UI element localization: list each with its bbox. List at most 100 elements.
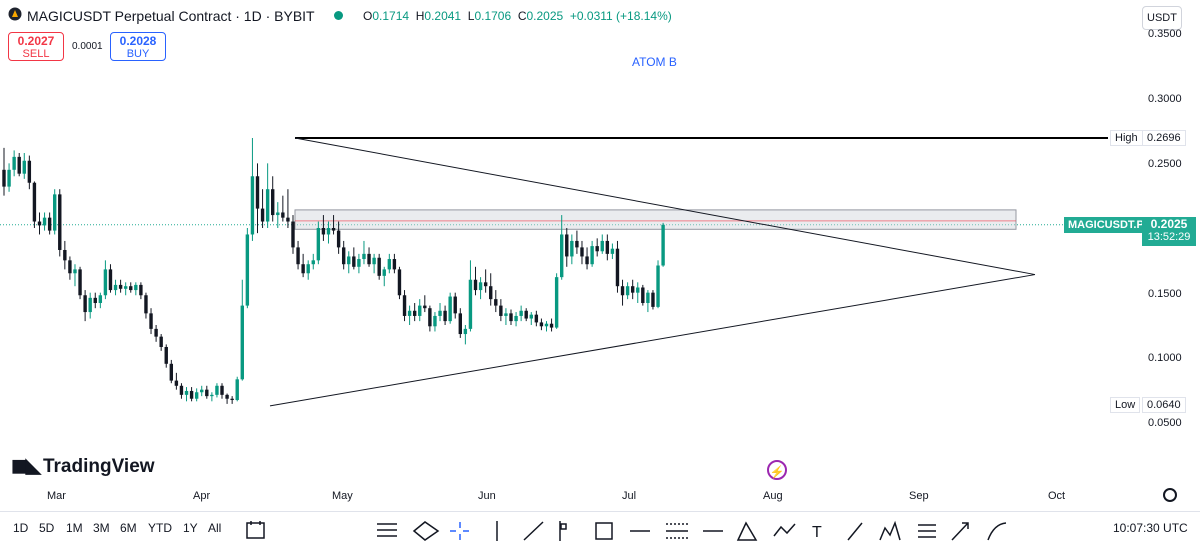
- candle: [53, 194, 57, 231]
- candle: [210, 394, 214, 397]
- candle: [174, 380, 179, 386]
- time-tick: Oct: [1048, 490, 1066, 502]
- candle: [367, 253, 371, 265]
- drawing-tools-bar[interactable]: T: [350, 518, 1090, 544]
- candle: [113, 284, 118, 291]
- candle: [245, 234, 250, 306]
- candle: [63, 249, 67, 261]
- candle: [139, 284, 143, 296]
- candle: [433, 315, 437, 327]
- candle: [271, 189, 275, 216]
- price-tick: 0.1500: [1148, 288, 1182, 300]
- candle: [423, 305, 427, 309]
- candle: [129, 286, 133, 291]
- candle: [281, 212, 285, 218]
- ohlc-legend: O0.1714 H0.2041 L0.1706 C0.2025 +0.0311 …: [363, 9, 672, 23]
- sell-button[interactable]: 0.2027 SELL: [8, 32, 64, 61]
- candle: [600, 240, 604, 252]
- candle: [387, 259, 392, 270]
- candle: [291, 221, 295, 248]
- range-6m[interactable]: 6M: [120, 521, 137, 535]
- candle: [88, 297, 92, 313]
- candle: [321, 228, 326, 235]
- chart-settings-icon[interactable]: [1163, 488, 1177, 502]
- spread-value: 0.0001: [72, 41, 103, 52]
- low-label: Low: [1110, 397, 1141, 413]
- time-tick: Apr: [193, 490, 211, 502]
- candle: [326, 228, 331, 235]
- triangle-lower-line: [269, 274, 1036, 407]
- buy-button[interactable]: 0.2028 BUY: [110, 32, 166, 61]
- candle: [331, 228, 336, 231]
- price-tick: 0.2500: [1148, 158, 1182, 170]
- candle: [37, 221, 42, 226]
- price-chart[interactable]: [0, 0, 1200, 510]
- candle: [412, 310, 417, 316]
- candle: [255, 176, 260, 209]
- candle: [260, 208, 265, 222]
- candle: [362, 253, 366, 260]
- last-price-tag: 0.2025 13:52:29: [1142, 217, 1196, 246]
- range-5d[interactable]: 5D: [39, 521, 55, 535]
- candle: [458, 313, 462, 335]
- candle: [478, 282, 483, 291]
- candle: [519, 310, 523, 316]
- candle: [200, 389, 204, 393]
- candle: [615, 248, 620, 287]
- candle: [118, 284, 123, 289]
- candle: [560, 234, 564, 278]
- currency-selector[interactable]: USDT: [1142, 6, 1182, 30]
- candle: [296, 247, 300, 265]
- candle: [301, 264, 305, 274]
- range-1m[interactable]: 1M: [66, 521, 83, 535]
- range-1d[interactable]: 1D: [13, 521, 29, 535]
- candle: [159, 336, 163, 347]
- candle: [73, 269, 77, 274]
- price-tick: 0.3000: [1148, 93, 1182, 105]
- range-all[interactable]: All: [208, 521, 222, 535]
- candle: [306, 264, 310, 274]
- candle: [352, 256, 356, 267]
- candle: [240, 305, 244, 380]
- tradingview-mark-icon: ◼◣: [11, 455, 41, 477]
- candle: [42, 217, 47, 226]
- high-value: 0.2696: [1142, 130, 1186, 146]
- candle: [372, 257, 376, 265]
- candle: [428, 308, 432, 327]
- lightning-event-icon[interactable]: ⚡: [767, 460, 787, 480]
- candle: [134, 284, 138, 291]
- candle: [590, 246, 594, 265]
- candle: [443, 310, 447, 322]
- candle: [544, 323, 549, 327]
- candle: [625, 286, 630, 296]
- time-tick: Jul: [622, 490, 637, 502]
- candle: [504, 313, 508, 316]
- candle: [646, 292, 650, 304]
- candle: [58, 194, 62, 250]
- range-1y[interactable]: 1Y: [183, 521, 198, 535]
- utc-clock[interactable]: 10:07:30 UTC: [1113, 521, 1188, 535]
- candle: [473, 279, 478, 291]
- candle: [565, 234, 569, 257]
- bybit-logo-icon: [8, 7, 22, 21]
- candle: [235, 379, 239, 401]
- tradingview-logo: ◼◣ TradingView: [11, 455, 155, 477]
- resistance-zone: [294, 209, 1017, 230]
- time-tick: Mar: [47, 490, 66, 502]
- chart-annotation[interactable]: ATOM B: [632, 55, 677, 69]
- candle: [311, 260, 315, 265]
- candle: [78, 269, 82, 296]
- candle: [189, 390, 194, 399]
- candle: [524, 310, 528, 319]
- bottom-toolbar: [0, 511, 1200, 548]
- candle: [483, 282, 488, 287]
- candle: [575, 240, 579, 248]
- candle: [179, 385, 184, 395]
- date-range-icon[interactable]: [244, 518, 268, 542]
- market-status-icon: [334, 11, 343, 20]
- symbol-title[interactable]: MAGICUSDT Perpetual Contract · 1D · BYBI…: [27, 8, 315, 24]
- range-ytd[interactable]: YTD: [148, 521, 172, 535]
- change-value: +0.0311 (+18.14%): [569, 9, 672, 23]
- candle: [68, 260, 72, 274]
- range-3m[interactable]: 3M: [93, 521, 110, 535]
